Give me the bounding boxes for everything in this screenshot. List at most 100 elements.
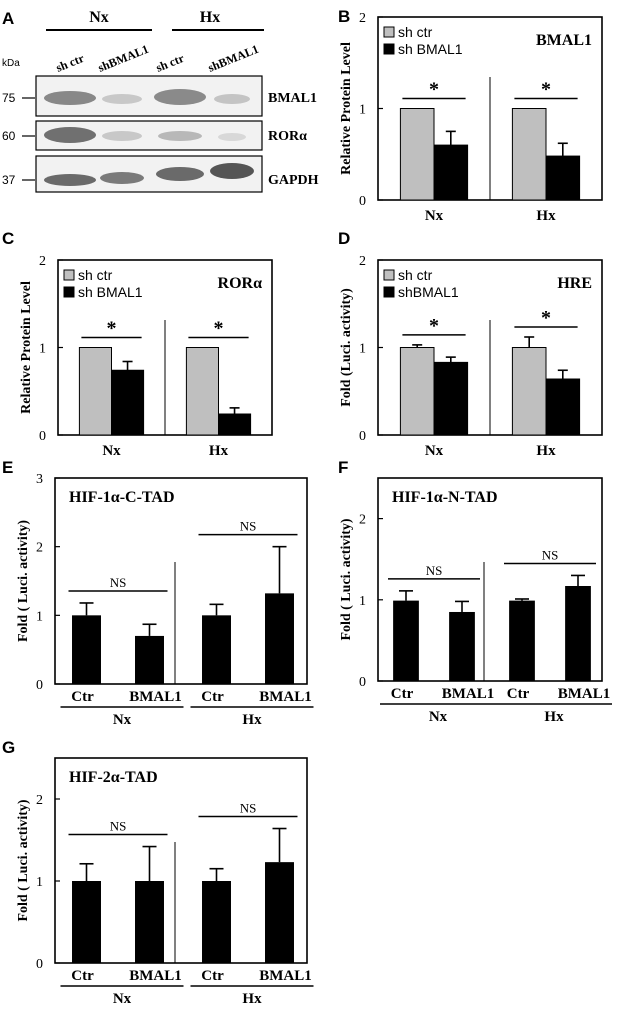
x-tick-label: BMAL1 xyxy=(442,686,495,702)
significance-label: * xyxy=(214,318,224,340)
legend-label: sh ctr xyxy=(398,24,433,40)
bar xyxy=(111,369,145,436)
blot-name-rora: RORα xyxy=(268,129,307,144)
bar xyxy=(433,361,469,436)
y-tick-label: 1 xyxy=(36,609,43,624)
y-tick-label: 1 xyxy=(36,875,43,890)
significance-label: * xyxy=(429,315,439,337)
bar xyxy=(509,600,535,681)
bar xyxy=(72,615,101,684)
band xyxy=(218,133,246,141)
band xyxy=(44,174,96,186)
bar xyxy=(218,413,252,436)
panel-b-chart: B 0 1 2 Relative Protein Level BMAL1 sh ctrsh … xyxy=(338,7,603,224)
bar xyxy=(78,347,112,436)
chart-title: HIF-1α-C-TAD xyxy=(69,489,175,506)
legend-swatch xyxy=(63,269,75,281)
x-tick-label: Ctr xyxy=(391,686,414,702)
x-tick-label: BMAL1 xyxy=(129,968,182,984)
chart-title: HRE xyxy=(557,275,592,292)
band xyxy=(44,127,96,143)
legend-swatch xyxy=(383,43,395,55)
x-group-label: Hx xyxy=(536,443,556,459)
marker-75: 75 xyxy=(2,91,16,105)
x-tick-label: Ctr xyxy=(201,689,224,705)
plot-frame xyxy=(54,757,308,964)
x-group-label: Hx xyxy=(544,709,564,725)
plot-frame xyxy=(377,477,603,682)
kda-label: kDa xyxy=(2,58,20,69)
significance-label: * xyxy=(107,318,117,340)
band xyxy=(102,131,142,141)
x-tick-label: BMAL1 xyxy=(259,689,312,705)
x-group-label: Nx xyxy=(429,709,448,725)
bar xyxy=(511,108,547,201)
x-group-label: Hx xyxy=(209,443,229,459)
significance-label: * xyxy=(429,79,439,101)
y-axis-label: Relative Protein Level xyxy=(19,281,34,414)
significance-label: NS xyxy=(110,575,127,590)
bar xyxy=(202,615,231,684)
significance-label: * xyxy=(541,79,551,101)
lane-label-3: sh ctr xyxy=(154,51,187,75)
bar xyxy=(511,347,547,436)
x-group-label: Nx xyxy=(113,991,132,1007)
panel-a-label: A xyxy=(2,9,14,28)
band xyxy=(44,91,96,105)
legend-label: sh BMAL1 xyxy=(398,41,463,57)
panel-label: E xyxy=(2,458,13,477)
bar xyxy=(449,611,475,681)
x-group-label: Nx xyxy=(102,443,121,459)
y-tick-label: 3 xyxy=(36,472,43,487)
legend-label: sh ctr xyxy=(78,267,113,283)
blot-name-bmal1: BMAL1 xyxy=(268,91,317,106)
legend-label: shBMAL1 xyxy=(398,284,459,300)
legend-swatch xyxy=(383,269,395,281)
bar xyxy=(433,144,469,201)
bar xyxy=(185,347,219,436)
panel-g-chart: G 0 1 2 Fold ( Luci. activity) HIF-2α-TAD Ctr B… xyxy=(2,738,314,1007)
x-tick-label: Ctr xyxy=(71,968,94,984)
band xyxy=(214,94,250,104)
band xyxy=(156,167,204,181)
significance-label: NS xyxy=(240,801,257,816)
y-tick-label: 0 xyxy=(39,429,46,444)
bar xyxy=(399,347,435,436)
panel-label: B xyxy=(338,7,350,26)
y-tick-label: 1 xyxy=(359,342,366,357)
y-tick-label: 2 xyxy=(36,541,43,556)
chart-title: HIF-1α-N-TAD xyxy=(392,489,498,506)
y-axis-label: Fold (Luci. activity) xyxy=(339,288,354,407)
x-tick-label: BMAL1 xyxy=(129,689,182,705)
blot-group-nx: Nx xyxy=(89,9,109,26)
y-tick-label: 0 xyxy=(36,678,43,693)
bar xyxy=(393,600,419,681)
bar xyxy=(135,635,164,684)
y-axis-label: Relative Protein Level xyxy=(339,42,354,175)
legend-swatch xyxy=(63,286,75,298)
significance-label: NS xyxy=(240,519,257,534)
x-tick-label: Ctr xyxy=(71,689,94,705)
band xyxy=(154,89,206,105)
legend-swatch xyxy=(383,26,395,38)
x-group-label: Hx xyxy=(536,208,556,224)
x-group-label: Nx xyxy=(113,712,132,728)
bar xyxy=(565,585,591,681)
bar xyxy=(135,881,164,963)
x-tick-label: BMAL1 xyxy=(558,686,611,702)
chart-title: RORα xyxy=(218,275,263,292)
y-tick-label: 0 xyxy=(359,429,366,444)
x-group-label: Nx xyxy=(425,208,444,224)
legend-swatch xyxy=(383,286,395,298)
band xyxy=(210,163,254,179)
lane-label-4: shBMAL1 xyxy=(206,42,261,75)
y-tick-label: 0 xyxy=(36,957,43,972)
y-tick-label: 1 xyxy=(39,342,46,357)
blot-name-gapdh: GAPDH xyxy=(268,173,319,188)
bar xyxy=(72,881,101,963)
y-tick-label: 0 xyxy=(359,675,366,690)
significance-label: NS xyxy=(426,563,443,578)
